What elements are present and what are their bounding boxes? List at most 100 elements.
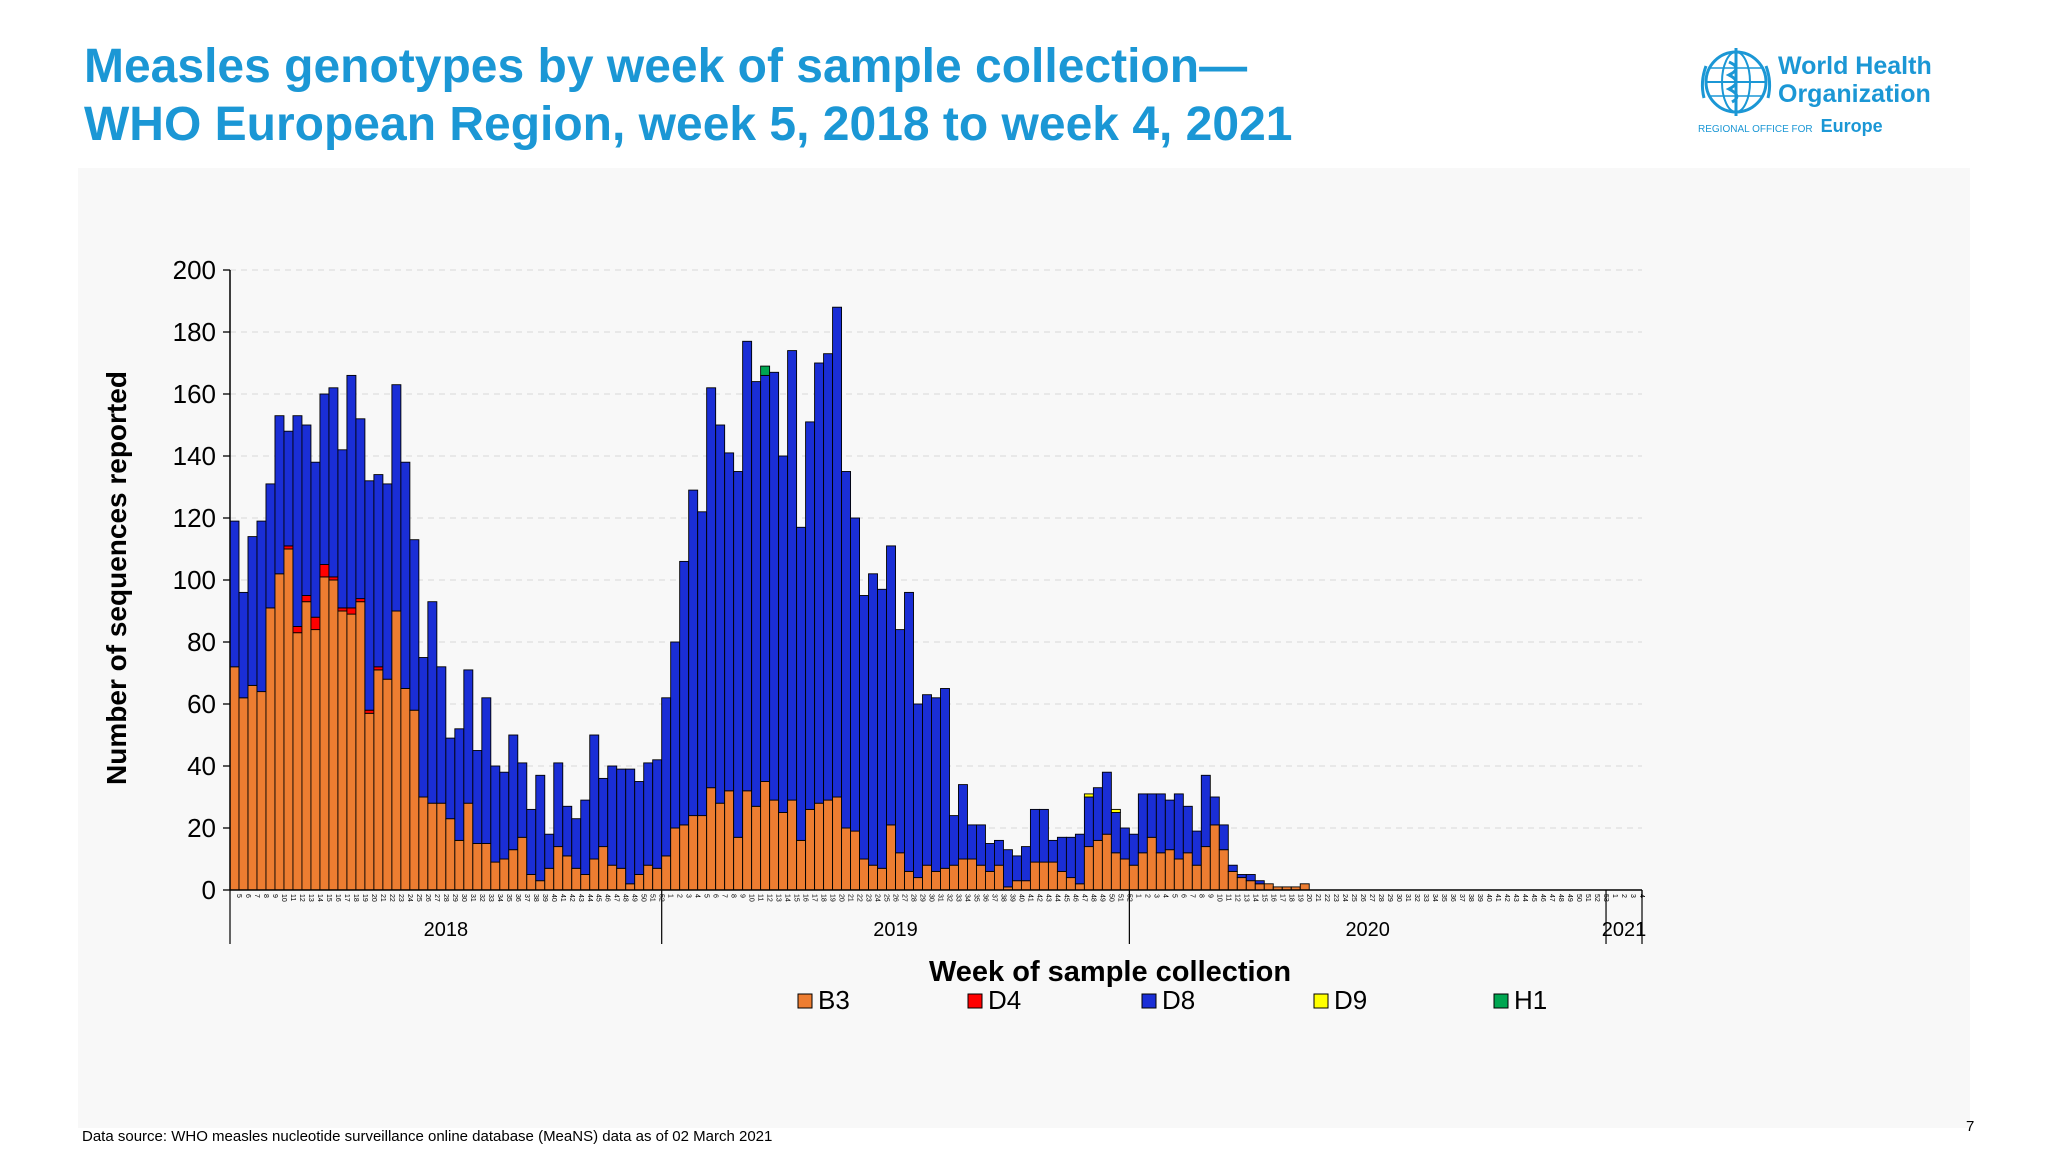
x-tick-label: 35 bbox=[505, 894, 512, 902]
bar-b3 bbox=[922, 864, 932, 891]
x-tick-label: 46 bbox=[1539, 894, 1546, 902]
x-tick-label: 30 bbox=[460, 894, 467, 902]
x-tick-label: 42 bbox=[568, 894, 575, 902]
bar-b3 bbox=[508, 849, 519, 891]
x-tick-label: 31 bbox=[937, 894, 944, 902]
x-tick-label: 25 bbox=[1350, 894, 1357, 902]
bar-d8 bbox=[1029, 808, 1040, 863]
bar-d8 bbox=[1191, 830, 1202, 866]
x-tick-label: 18 bbox=[820, 894, 827, 902]
bar-d8 bbox=[1173, 793, 1184, 860]
x-tick-label: 45 bbox=[1062, 894, 1069, 902]
x-tick-label: 32 bbox=[1413, 894, 1420, 902]
logo-region-big: Europe bbox=[1820, 116, 1883, 136]
bar-d8 bbox=[418, 657, 429, 798]
bar-b3 bbox=[949, 864, 959, 891]
bar-d8 bbox=[571, 818, 582, 869]
x-tick-label: 5 bbox=[1170, 894, 1177, 898]
x-tick-label: 30 bbox=[1395, 894, 1402, 902]
bar-d4 bbox=[355, 598, 366, 603]
bar-b3 bbox=[625, 883, 636, 891]
bar-b3 bbox=[742, 790, 753, 891]
bar-b3 bbox=[1209, 824, 1220, 891]
bar-b3 bbox=[616, 867, 627, 891]
bar-b3 bbox=[283, 548, 294, 891]
x-tick-label: 19 bbox=[361, 894, 368, 902]
bar-b3 bbox=[940, 867, 950, 891]
bar-d8 bbox=[625, 768, 636, 885]
x-tick-label: 22 bbox=[1323, 894, 1330, 902]
bar-d8 bbox=[535, 774, 546, 882]
x-tick-label: 40 bbox=[1485, 894, 1492, 902]
bar-d8 bbox=[922, 694, 932, 866]
bar-d8 bbox=[526, 808, 537, 875]
x-tick-label: 3 bbox=[1629, 894, 1636, 898]
x-tick-label: 14 bbox=[784, 894, 791, 902]
x-tick-label: 10 bbox=[1215, 894, 1222, 902]
bar-d8 bbox=[832, 306, 843, 798]
x-tick-label: 13 bbox=[1242, 894, 1249, 902]
x-tick-label: 2 bbox=[676, 894, 683, 898]
bar-d8 bbox=[445, 737, 456, 820]
bar-b3 bbox=[346, 613, 357, 891]
x-tick-label: 4 bbox=[1161, 894, 1168, 898]
bar-b3 bbox=[328, 579, 339, 891]
bar-d8 bbox=[481, 697, 492, 844]
bar-b3 bbox=[859, 858, 869, 891]
bar-b3 bbox=[481, 843, 492, 891]
bar-d8 bbox=[796, 526, 807, 841]
bar-d8 bbox=[769, 371, 780, 801]
bar-d8 bbox=[364, 480, 375, 711]
x-tick-label: 6 bbox=[244, 894, 251, 898]
x-tick-label: 4 bbox=[694, 894, 701, 898]
bar-d8 bbox=[562, 805, 573, 857]
bar-d8 bbox=[607, 765, 618, 866]
bar-b3 bbox=[1012, 880, 1022, 891]
bars bbox=[229, 306, 1310, 891]
x-tick-label: 47 bbox=[613, 894, 620, 902]
bar-d8 bbox=[643, 762, 654, 866]
bar-b3 bbox=[490, 861, 501, 891]
bar-d8 bbox=[1164, 799, 1175, 851]
legend-swatch-h1 bbox=[1493, 993, 1509, 1009]
bar-b3 bbox=[1128, 864, 1139, 891]
bar-d8 bbox=[553, 762, 564, 848]
x-tick-label: 24 bbox=[406, 894, 413, 902]
bar-d8 bbox=[508, 734, 519, 851]
x-tick-label: 51 bbox=[1116, 894, 1123, 902]
bar-d8 bbox=[742, 340, 753, 792]
x-tick-label: 2 bbox=[1143, 894, 1150, 898]
logo-line-1: World Health bbox=[1778, 52, 1932, 80]
bar-d8 bbox=[670, 641, 681, 829]
bar-b3 bbox=[724, 790, 735, 891]
bar-b3 bbox=[373, 669, 384, 891]
bar-d8 bbox=[292, 415, 303, 627]
x-tick-label: 46 bbox=[604, 894, 611, 902]
bar-d8 bbox=[256, 520, 267, 693]
bar-d8 bbox=[328, 387, 339, 578]
bar-d8 bbox=[472, 750, 483, 844]
bar-d8 bbox=[1020, 846, 1031, 882]
bar-d8 bbox=[427, 601, 438, 804]
bar-d8 bbox=[949, 815, 959, 866]
bar-b3 bbox=[976, 864, 986, 891]
x-tick-label: 13 bbox=[775, 894, 782, 902]
bar-d4 bbox=[292, 626, 303, 634]
bar-d8 bbox=[391, 384, 402, 612]
bar-d8 bbox=[931, 697, 941, 872]
bar-d8 bbox=[886, 545, 896, 826]
bar-b3 bbox=[1245, 880, 1256, 891]
x-tick-label: 23 bbox=[397, 894, 404, 902]
bar-d8 bbox=[976, 824, 986, 866]
logo-text: World Health Organization bbox=[1778, 52, 1932, 108]
bar-b3 bbox=[823, 799, 834, 891]
bar-d8 bbox=[1101, 771, 1112, 835]
bar-b3 bbox=[985, 870, 995, 891]
bar-b3 bbox=[1020, 880, 1031, 891]
legend-label-b3: B3 bbox=[818, 985, 850, 1015]
x-tick-label: 42 bbox=[1035, 894, 1042, 902]
x-tick-label: 48 bbox=[1557, 894, 1564, 902]
bar-b3 bbox=[1101, 833, 1112, 891]
bar-b3 bbox=[589, 858, 600, 891]
bar-b3 bbox=[643, 864, 654, 891]
